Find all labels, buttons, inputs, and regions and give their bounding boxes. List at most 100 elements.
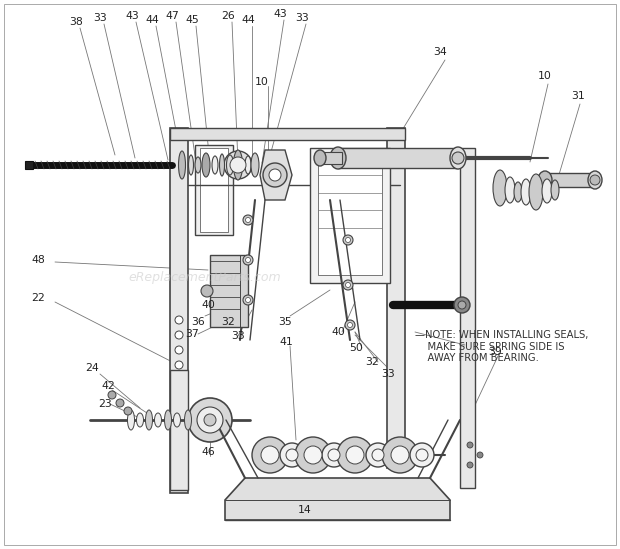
Ellipse shape (330, 147, 346, 169)
Circle shape (366, 443, 390, 467)
Ellipse shape (212, 156, 218, 174)
Circle shape (452, 152, 464, 164)
Bar (320, 152, 342, 164)
Circle shape (345, 320, 355, 330)
Text: 10: 10 (538, 71, 552, 81)
Circle shape (347, 322, 353, 328)
Circle shape (261, 446, 279, 464)
Ellipse shape (179, 151, 185, 179)
Text: 39: 39 (488, 347, 502, 357)
Circle shape (345, 238, 350, 243)
Text: 37: 37 (185, 329, 199, 339)
Circle shape (175, 346, 183, 354)
Ellipse shape (529, 174, 543, 210)
Circle shape (458, 301, 466, 309)
Circle shape (286, 449, 298, 461)
Bar (318, 155, 382, 275)
Ellipse shape (219, 154, 224, 176)
Circle shape (372, 449, 384, 461)
Circle shape (263, 163, 287, 187)
Bar (200, 148, 228, 232)
Text: 46: 46 (201, 447, 215, 457)
Text: 33: 33 (381, 369, 395, 379)
Text: 50: 50 (349, 343, 363, 353)
Circle shape (252, 437, 288, 473)
Circle shape (590, 175, 600, 185)
Ellipse shape (136, 413, 143, 427)
Ellipse shape (174, 413, 180, 427)
Ellipse shape (154, 413, 161, 427)
Circle shape (410, 443, 434, 467)
Circle shape (243, 295, 253, 305)
Bar (170, 128, 188, 493)
Polygon shape (260, 150, 292, 200)
Text: 31: 31 (571, 91, 585, 101)
Text: 32: 32 (221, 317, 235, 327)
Text: 40: 40 (331, 327, 345, 337)
Circle shape (416, 449, 428, 461)
Circle shape (204, 414, 216, 426)
Circle shape (304, 446, 322, 464)
Circle shape (391, 446, 409, 464)
Circle shape (246, 217, 250, 222)
Circle shape (175, 316, 183, 324)
Ellipse shape (551, 180, 559, 200)
Circle shape (322, 443, 346, 467)
Text: 45: 45 (185, 15, 199, 25)
Circle shape (280, 443, 304, 467)
Text: 33: 33 (231, 331, 245, 341)
Ellipse shape (514, 182, 522, 202)
Ellipse shape (588, 171, 602, 189)
Circle shape (346, 446, 364, 464)
Bar (25, 161, 33, 169)
Text: 38: 38 (69, 17, 83, 27)
Bar (170, 370, 188, 490)
Circle shape (337, 437, 373, 473)
Circle shape (175, 361, 183, 369)
Circle shape (230, 157, 246, 173)
Circle shape (467, 462, 473, 468)
Circle shape (454, 297, 470, 313)
Circle shape (382, 437, 418, 473)
Ellipse shape (226, 155, 234, 175)
Circle shape (467, 442, 473, 448)
Ellipse shape (450, 147, 466, 169)
Text: 22: 22 (31, 293, 45, 303)
Text: 44: 44 (241, 15, 255, 25)
Ellipse shape (542, 179, 552, 203)
Ellipse shape (185, 410, 192, 430)
Text: 33: 33 (295, 13, 309, 23)
Ellipse shape (538, 171, 552, 189)
Ellipse shape (251, 153, 259, 177)
Text: 24: 24 (85, 363, 99, 373)
Circle shape (224, 151, 252, 179)
Ellipse shape (521, 179, 531, 205)
Bar (170, 128, 405, 140)
Bar (460, 148, 475, 488)
Bar (387, 128, 405, 468)
Ellipse shape (493, 170, 507, 206)
Circle shape (343, 235, 353, 245)
Circle shape (124, 407, 132, 415)
Circle shape (201, 285, 213, 297)
Ellipse shape (245, 156, 251, 174)
Circle shape (345, 283, 350, 288)
Text: 36: 36 (191, 317, 205, 327)
Text: 44: 44 (145, 15, 159, 25)
Circle shape (188, 398, 232, 442)
Ellipse shape (146, 410, 153, 430)
Ellipse shape (505, 177, 515, 203)
Text: 35: 35 (278, 317, 292, 327)
Text: 32: 32 (365, 357, 379, 367)
Ellipse shape (128, 410, 135, 430)
Ellipse shape (164, 410, 172, 430)
Ellipse shape (188, 155, 193, 175)
Bar (338, 148, 458, 168)
Circle shape (246, 298, 250, 302)
Ellipse shape (234, 150, 242, 180)
Text: 48: 48 (31, 255, 45, 265)
Text: 14: 14 (298, 505, 312, 515)
Circle shape (477, 452, 483, 458)
Circle shape (243, 255, 253, 265)
Circle shape (197, 407, 223, 433)
